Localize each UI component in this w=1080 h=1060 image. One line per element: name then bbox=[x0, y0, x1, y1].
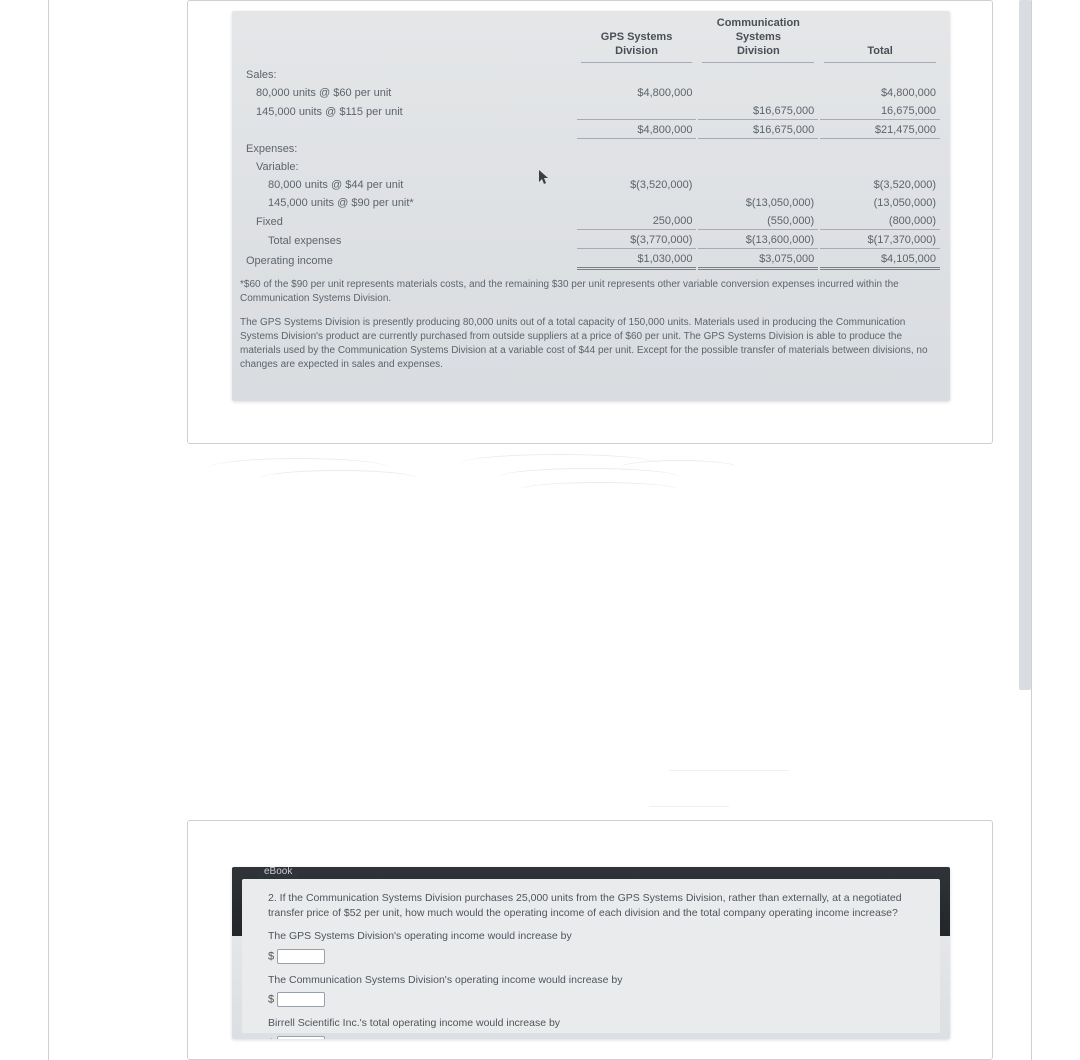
answer-input-comm[interactable] bbox=[277, 992, 325, 1007]
answer-input-total[interactable] bbox=[277, 1036, 325, 1039]
card-question-2: eBook 2. If the Communication Systems Di… bbox=[187, 820, 993, 1060]
table-row: $4,800,000 $16,675,000 $21,475,000 bbox=[242, 122, 940, 139]
dollar-sign: $ bbox=[268, 1037, 274, 1039]
table-row: Total expenses $(3,770,000) $(13,600,000… bbox=[242, 232, 940, 249]
hdr-total: Total bbox=[820, 45, 940, 57]
dollar-sign: $ bbox=[268, 993, 274, 1005]
ebook-badge: eBook bbox=[258, 867, 298, 878]
table-row: Fixed 250,000 (550,000) (800,000) bbox=[242, 213, 940, 230]
q2-prompt: 2. If the Communication Systems Division… bbox=[268, 891, 926, 921]
table-row: 145,000 units @ $115 per unit $16,675,00… bbox=[242, 103, 940, 120]
answer-input-gps[interactable] bbox=[277, 949, 325, 964]
q2-line2: The Communication Systems Division's ope… bbox=[268, 973, 926, 988]
table-row: Operating income $1,030,000 $3,075,000 $… bbox=[242, 251, 940, 270]
table-row: 145,000 units @ $90 per unit* $(13,050,0… bbox=[242, 195, 940, 211]
q2-line1: The GPS Systems Division's operating inc… bbox=[268, 929, 926, 944]
smudge-decor-2 bbox=[349, 762, 709, 822]
dollar-sign: $ bbox=[268, 950, 274, 962]
card-income-statement: Communication GPS Systems Systems Divisi… bbox=[187, 0, 993, 444]
footnote: *$60 of the $90 per unit represents mate… bbox=[240, 278, 942, 306]
hdr-comm-3: Division bbox=[698, 45, 818, 57]
hdr-comm-2: Systems bbox=[698, 31, 818, 43]
hdr-comm-1: Communication bbox=[698, 17, 818, 29]
page-container: Communication GPS Systems Systems Divisi… bbox=[48, 0, 1032, 1060]
photo-question-2: eBook 2. If the Communication Systems Di… bbox=[232, 867, 950, 1039]
context-paragraph: The GPS Systems Division is presently pr… bbox=[240, 316, 942, 372]
expenses-label: Expenses: bbox=[242, 141, 575, 157]
scrollbar[interactable] bbox=[1019, 0, 1031, 690]
table-row: 80,000 units @ $44 per unit $(3,520,000)… bbox=[242, 177, 940, 193]
variable-label: Variable: bbox=[242, 159, 575, 175]
photo-income-statement: Communication GPS Systems Systems Divisi… bbox=[232, 11, 950, 401]
smudge-decor bbox=[199, 448, 759, 518]
hdr-gps-3: Division bbox=[577, 45, 697, 57]
q2-line3: Birrell Scientific Inc.'s total operatin… bbox=[268, 1016, 926, 1031]
hdr-gps-2: GPS Systems bbox=[577, 31, 697, 43]
sales-label: Sales: bbox=[242, 67, 575, 83]
table-row: 80,000 units @ $60 per unit $4,800,000 $… bbox=[242, 85, 940, 101]
income-table: Communication GPS Systems Systems Divisi… bbox=[240, 15, 942, 272]
